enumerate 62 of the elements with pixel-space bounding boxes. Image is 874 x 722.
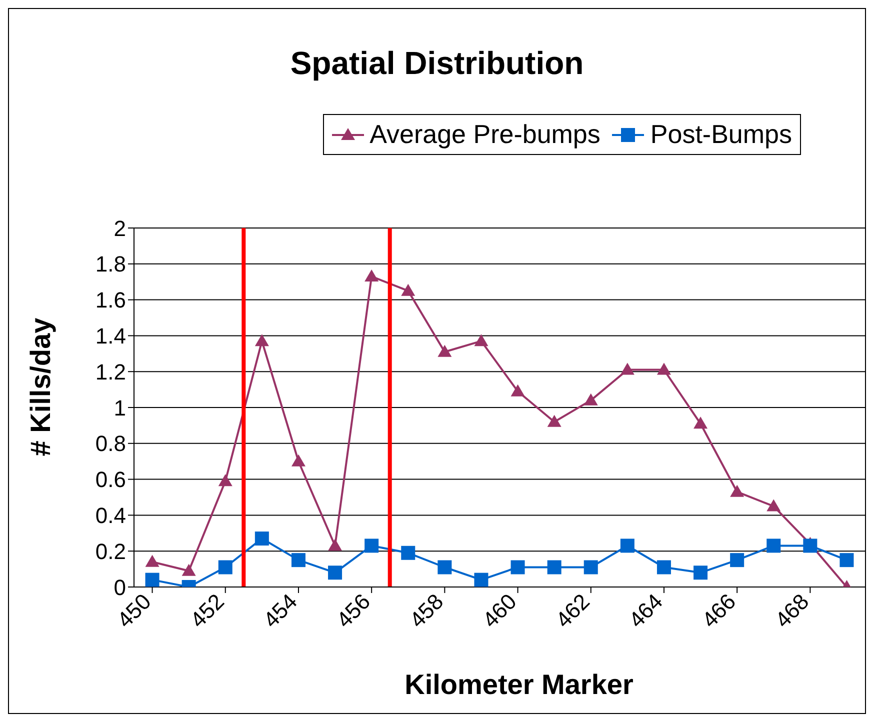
legend-label: Post-Bumps <box>650 119 792 150</box>
point <box>401 546 416 560</box>
point <box>218 474 232 486</box>
point <box>766 538 781 553</box>
x-axis-title: Kilometer Marker <box>404 669 634 701</box>
x-tick-label: 462 <box>550 588 594 632</box>
y-tick-label: 1.8 <box>95 252 126 277</box>
point <box>656 362 671 375</box>
point <box>474 334 488 346</box>
point <box>803 538 818 553</box>
x-tick-label: 456 <box>331 588 376 632</box>
y-tick-label: 1 <box>114 395 126 420</box>
point <box>584 393 598 406</box>
y-tick-label: 0.6 <box>95 467 126 492</box>
point <box>254 334 269 346</box>
x-tick-label: 454 <box>258 588 302 632</box>
point <box>401 284 416 296</box>
point <box>438 344 452 357</box>
point <box>584 560 598 574</box>
point <box>218 560 232 574</box>
x-tick-label: 464 <box>624 588 668 632</box>
x-tick-label: 460 <box>478 588 522 632</box>
point <box>840 553 854 568</box>
x-tick-label: 458 <box>404 588 448 632</box>
point <box>510 560 525 574</box>
point <box>620 538 634 553</box>
y-tick-label: 0.2 <box>95 538 126 564</box>
point <box>145 572 160 587</box>
point <box>656 560 671 574</box>
chart-title: Spatial Distribution <box>289 45 585 82</box>
point <box>145 554 160 567</box>
point <box>510 384 525 396</box>
y-tick-label: 0.8 <box>95 431 126 456</box>
point <box>694 566 708 580</box>
point <box>438 560 452 574</box>
x-tick-label: 452 <box>185 588 229 632</box>
y-axis-title: # Kills/day <box>25 318 57 456</box>
y-tick-label: 1.4 <box>95 324 126 349</box>
point <box>254 532 269 546</box>
point <box>547 414 562 427</box>
point <box>328 538 342 551</box>
point <box>547 560 562 574</box>
x-tick-label: 466 <box>696 588 741 632</box>
y-tick-label: 2 <box>114 216 126 241</box>
y-tick-label: 0 <box>114 574 126 600</box>
point <box>291 553 306 568</box>
point <box>730 553 744 568</box>
x-tick-label: 468 <box>770 588 814 632</box>
point <box>364 538 379 553</box>
point <box>730 484 744 497</box>
point <box>328 566 342 580</box>
point <box>474 572 488 587</box>
point <box>364 269 379 282</box>
point <box>291 454 306 466</box>
point <box>182 564 196 576</box>
y-tick-label: 0.4 <box>95 503 126 528</box>
point <box>766 499 781 512</box>
y-tick-label: 1.2 <box>95 359 126 384</box>
point <box>620 362 634 375</box>
point <box>694 416 708 429</box>
legend-label: Average Pre-bumps <box>370 119 600 150</box>
y-tick-label: 1.6 <box>95 288 126 313</box>
